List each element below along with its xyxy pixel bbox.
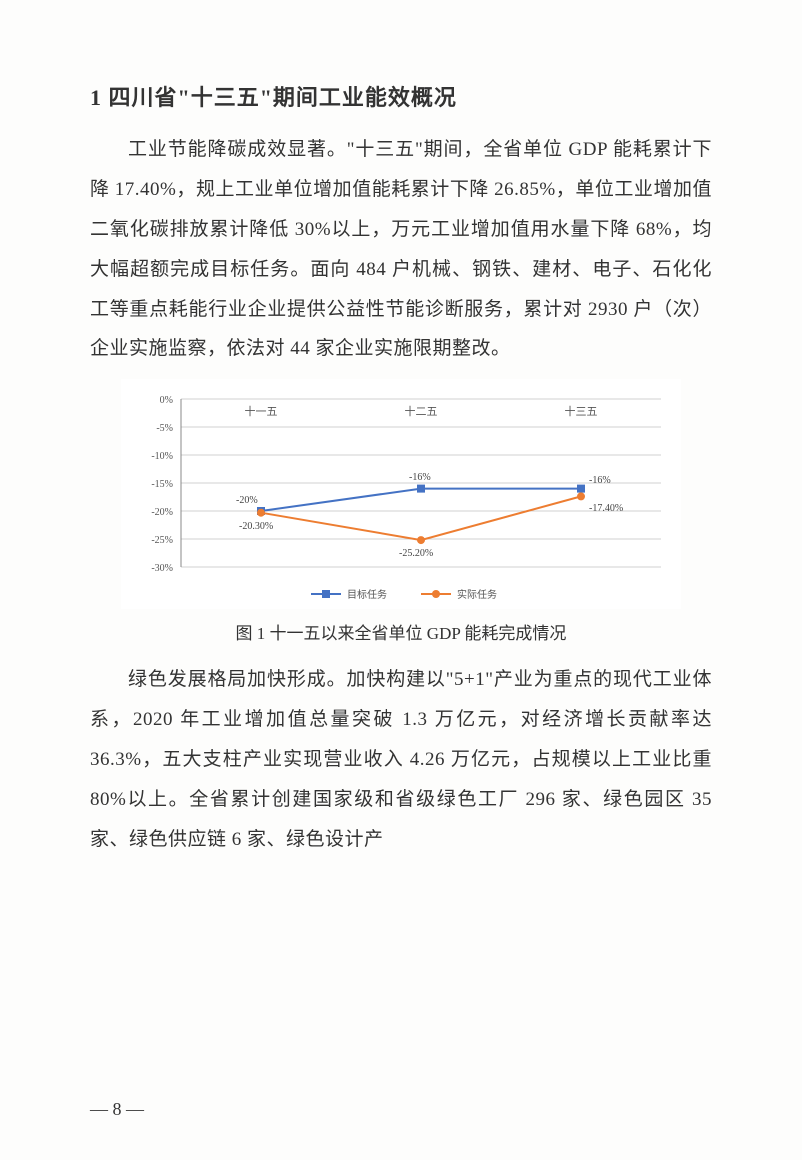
ytick-6: -30% bbox=[151, 563, 173, 574]
legend-actual: 实际任务 bbox=[457, 588, 497, 601]
actual-marker-1 bbox=[417, 536, 425, 544]
chart-legend: 目标任务 实际任务 bbox=[311, 588, 497, 601]
ytick-3: -15% bbox=[151, 479, 173, 490]
lbl-t1: -16% bbox=[409, 472, 431, 483]
ytick-4: -20% bbox=[151, 507, 173, 518]
xcat-1: 十二五 bbox=[405, 404, 438, 418]
target-marker-1 bbox=[417, 485, 425, 493]
xcat-2: 十三五 bbox=[565, 404, 598, 418]
paragraph-2: 绿色发展格局加快形成。加快构建以"5+1"产业为重点的现代工业体系，2020 年… bbox=[90, 660, 712, 859]
lbl-a0: -20.30% bbox=[239, 521, 273, 532]
lbl-t2: -16% bbox=[589, 475, 611, 486]
y-axis-labels: 0% -5% -10% -15% -20% -25% -30% bbox=[151, 395, 173, 574]
ytick-2: -10% bbox=[151, 451, 173, 462]
ytick-5: -25% bbox=[151, 535, 173, 546]
series-actual-line bbox=[261, 497, 581, 541]
lbl-a2: -17.40% bbox=[589, 503, 623, 514]
actual-marker-2 bbox=[577, 493, 585, 501]
ytick-1: -5% bbox=[156, 423, 173, 434]
ytick-0: 0% bbox=[160, 395, 173, 406]
actual-marker-0 bbox=[257, 509, 265, 517]
section-heading: 1 四川省"十三五"期间工业能效概况 bbox=[90, 80, 712, 112]
chart-caption: 图 1 十一五以来全省单位 GDP 能耗完成情况 bbox=[121, 619, 681, 644]
lbl-t0: -20% bbox=[236, 495, 258, 506]
chart-container: 0% -5% -10% -15% -20% -25% -30% 十一五 十二五 … bbox=[121, 379, 681, 644]
gdp-chart: 0% -5% -10% -15% -20% -25% -30% 十一五 十二五 … bbox=[121, 379, 681, 609]
lbl-a1: -25.20% bbox=[399, 548, 433, 559]
x-axis-labels: 十一五 十二五 十三五 bbox=[245, 404, 598, 418]
target-marker-2 bbox=[577, 485, 585, 493]
page-number: — 8 — bbox=[90, 1099, 144, 1120]
data-labels: -20% -16% -16% -20.30% -25.20% -17.40% bbox=[236, 472, 623, 559]
paragraph-1: 工业节能降碳成效显著。"十三五"期间，全省单位 GDP 能耗累计下降 17.40… bbox=[90, 130, 712, 369]
xcat-0: 十一五 bbox=[245, 404, 278, 418]
legend-target: 目标任务 bbox=[347, 588, 387, 601]
